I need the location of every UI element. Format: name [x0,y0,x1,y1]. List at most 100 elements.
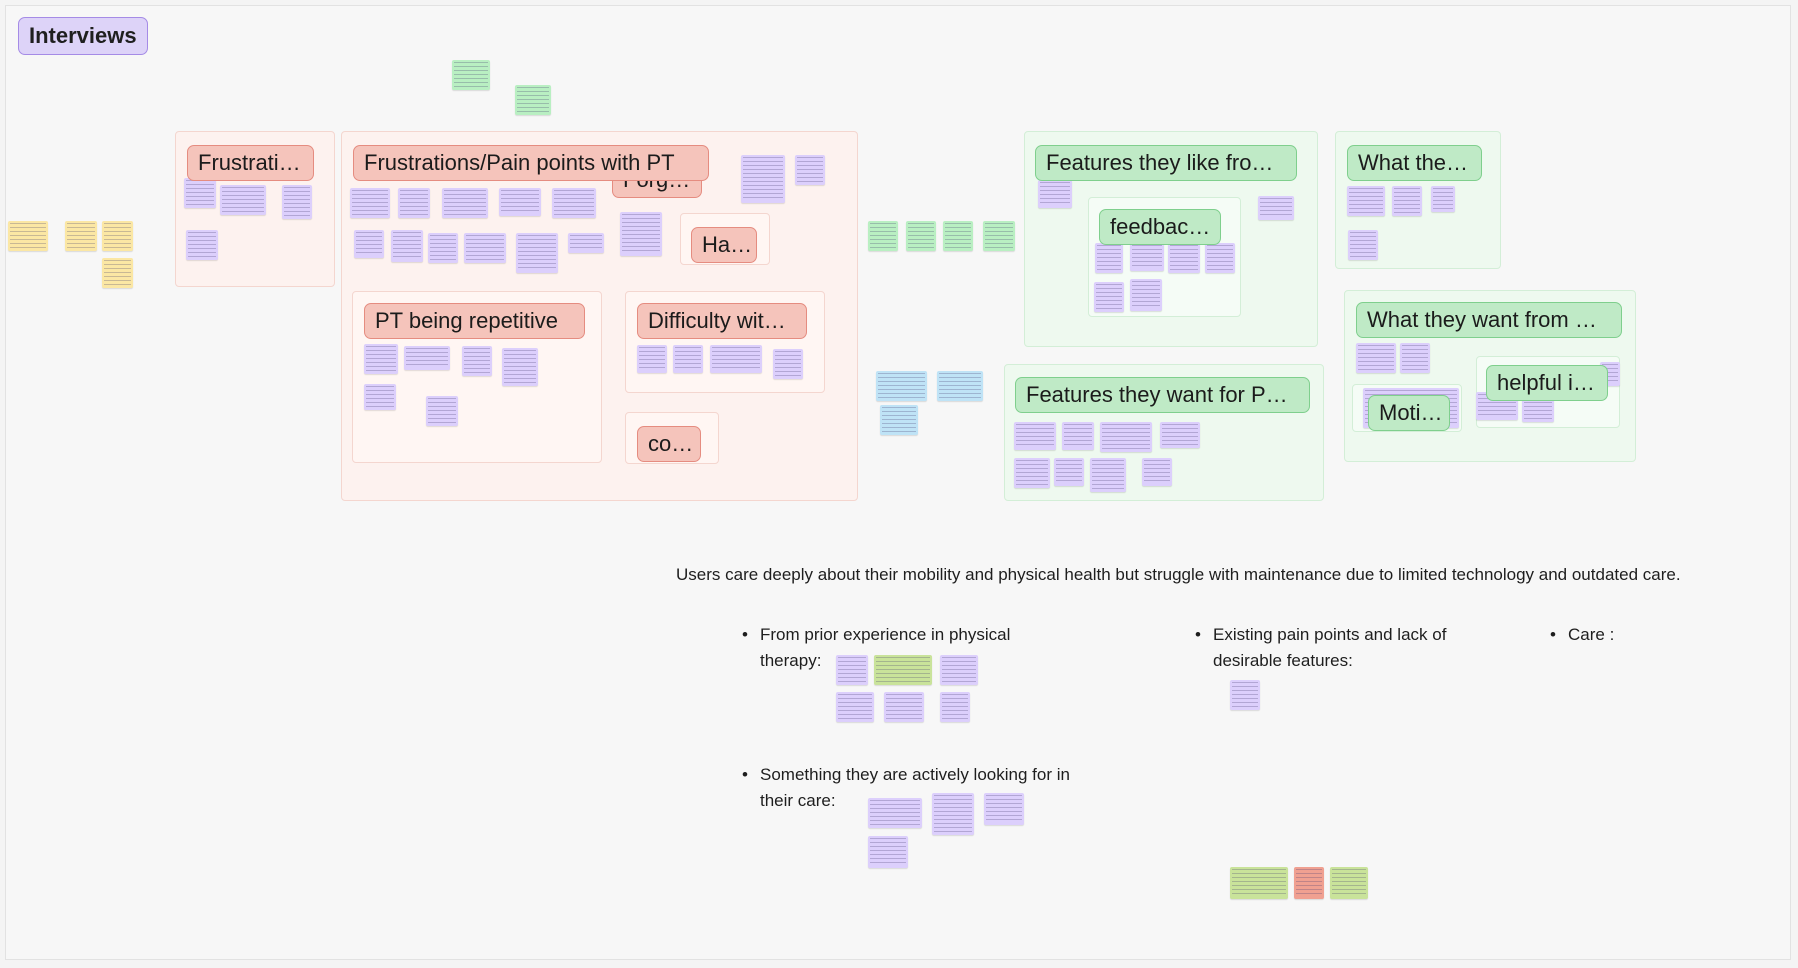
sticky-note[interactable] [1431,186,1455,212]
cluster-label[interactable]: Ha… [691,227,757,263]
cluster-label[interactable]: Difficulty wit… [637,303,807,339]
summary-bullet[interactable]: • Existing pain points and lack of desir… [1195,622,1483,674]
sticky-note[interactable] [102,221,133,251]
sticky-note[interactable] [8,221,48,251]
sticky-note[interactable] [186,230,218,260]
sticky-note[interactable] [1356,343,1396,373]
sticky-note[interactable] [1168,243,1200,273]
sticky-note[interactable] [1205,243,1235,273]
sticky-note[interactable] [1258,196,1294,220]
sticky-note[interactable] [282,185,312,219]
sticky-note[interactable] [1014,422,1056,450]
sticky-note[interactable] [398,188,430,218]
sticky-note[interactable] [1160,422,1200,448]
sticky-note[interactable] [836,692,874,722]
cluster-label[interactable]: Frustrati… [187,145,314,181]
sticky-note[interactable] [940,655,978,685]
cluster-label[interactable]: Frustrations/Pain points with PT [353,145,709,181]
sticky-note[interactable] [1392,186,1422,216]
sticky-note[interactable] [620,212,662,256]
sticky-note[interactable] [1330,867,1368,899]
sticky-note[interactable] [1230,680,1260,710]
sticky-note[interactable] [1400,343,1430,373]
sticky-note[interactable] [1130,243,1164,271]
sticky-note[interactable] [741,155,785,203]
cluster-label[interactable]: feedbac… [1099,209,1221,245]
sticky-note[interactable] [515,85,551,115]
bullet-text: Care : [1568,625,1615,644]
sticky-note[interactable] [868,221,898,251]
cluster-label[interactable]: co… [637,426,701,462]
sticky-note[interactable] [102,258,133,288]
sticky-note[interactable] [452,60,490,90]
sticky-note[interactable] [1100,422,1152,452]
sticky-note[interactable] [1130,279,1162,311]
sticky-note[interactable] [868,798,922,828]
sticky-note[interactable] [391,230,423,262]
sticky-note[interactable] [1090,458,1126,492]
sticky-note[interactable] [876,371,927,401]
sticky-note[interactable] [836,655,868,685]
sticky-note[interactable] [868,836,908,868]
summary-bullet[interactable]: • From prior experience in physical ther… [742,622,1030,674]
summary-bullet[interactable]: • Care : [1550,622,1688,648]
bullet-dot-icon: • [742,765,748,784]
sticky-note[interactable] [710,345,762,373]
sticky-note[interactable] [884,692,924,722]
cluster-label[interactable]: What they want from … [1356,302,1622,338]
sticky-note[interactable] [940,692,970,722]
sticky-note[interactable] [354,230,384,258]
cluster-label[interactable]: Features they want for P… [1015,377,1310,413]
sticky-note[interactable] [426,396,458,426]
sticky-note[interactable] [568,233,604,253]
sticky-note[interactable] [983,221,1015,251]
cluster-label[interactable]: PT being repetitive [364,303,585,339]
summary-bullet[interactable]: • Something they are actively looking fo… [742,762,1090,814]
cluster-label[interactable]: helpful i… [1486,365,1608,401]
sticky-note[interactable] [442,188,488,218]
sticky-note[interactable] [637,345,667,373]
sticky-note[interactable] [1094,282,1124,312]
sticky-note[interactable] [932,793,974,835]
sticky-note[interactable] [874,655,932,685]
bullet-dot-icon: • [1195,625,1201,644]
sticky-note[interactable] [65,221,97,251]
sticky-note[interactable] [1230,867,1288,899]
cluster-label[interactable]: Moti… [1368,395,1450,431]
sticky-note[interactable] [906,221,936,251]
board-title[interactable]: Interviews [18,17,148,55]
bullet-dot-icon: • [742,625,748,644]
sticky-note[interactable] [1142,458,1172,486]
sticky-note[interactable] [552,188,596,218]
sticky-note[interactable] [220,185,266,215]
summary-text[interactable]: Users care deeply about their mobility a… [676,565,1681,584]
sticky-note[interactable] [773,349,803,379]
sticky-note[interactable] [795,155,825,185]
sticky-note[interactable] [1054,458,1084,486]
sticky-note[interactable] [428,233,458,263]
cluster-label[interactable]: What the… [1347,145,1482,181]
sticky-note[interactable] [404,346,450,370]
sticky-note[interactable] [499,188,541,216]
sticky-note[interactable] [1347,186,1385,216]
sticky-note[interactable] [364,384,396,410]
sticky-note[interactable] [184,178,216,208]
sticky-note[interactable] [1038,180,1072,208]
sticky-note[interactable] [1014,458,1050,488]
sticky-note[interactable] [1062,422,1094,450]
sticky-note[interactable] [943,221,973,251]
sticky-note[interactable] [516,233,558,273]
sticky-note[interactable] [984,793,1024,825]
cluster-label[interactable]: Features they like fro… [1035,145,1297,181]
sticky-note[interactable] [364,344,398,374]
sticky-note[interactable] [937,371,983,401]
sticky-note[interactable] [1294,867,1324,899]
sticky-note[interactable] [673,345,703,373]
sticky-note[interactable] [502,348,538,386]
sticky-note[interactable] [462,346,492,376]
sticky-note[interactable] [464,233,506,263]
sticky-note[interactable] [1095,243,1123,273]
sticky-note[interactable] [1348,230,1378,260]
sticky-note[interactable] [880,405,918,435]
sticky-note[interactable] [350,188,390,218]
